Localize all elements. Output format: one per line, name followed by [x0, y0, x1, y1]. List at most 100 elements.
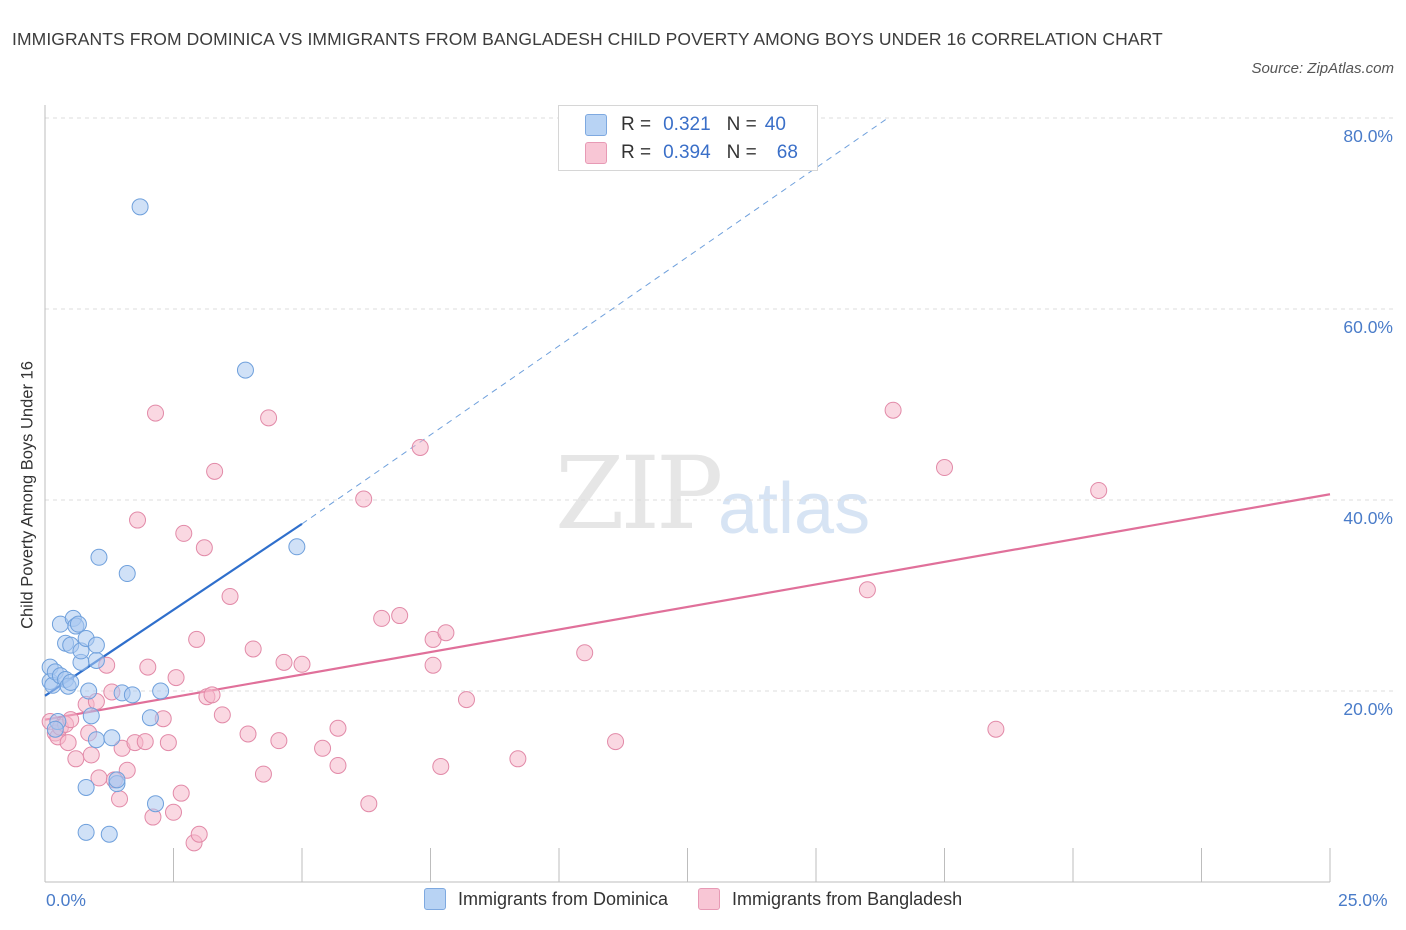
data-point [131, 198, 149, 216]
data-point [884, 401, 902, 419]
data-point [432, 757, 450, 775]
y-tick-label: 40.0% [1343, 508, 1393, 528]
data-point [90, 548, 108, 566]
watermark-zip: ZIP [555, 435, 723, 552]
data-point [82, 746, 100, 764]
data-point [1090, 481, 1108, 499]
data-point [77, 778, 95, 796]
data-point [152, 682, 170, 700]
data-point [411, 438, 429, 456]
data-point [936, 459, 953, 477]
legend-swatch-pink [698, 888, 721, 910]
data-point [87, 636, 105, 654]
data-point [188, 630, 206, 648]
data-point [391, 607, 409, 625]
data-point [329, 719, 347, 737]
data-point [236, 361, 254, 379]
data-point [254, 765, 272, 783]
data-point [87, 651, 105, 669]
legend-swatch-pink [585, 142, 607, 164]
data-point [111, 790, 129, 808]
x-tick-label-min: 0.0% [46, 890, 86, 910]
n-label: N = [726, 142, 757, 163]
data-point [373, 609, 391, 627]
legend-item-bangladesh: Immigrants from Bangladesh [698, 888, 962, 910]
r-label: R = [621, 142, 652, 163]
watermark-atlas: atlas [718, 469, 871, 549]
data-point [275, 653, 293, 671]
data-point [159, 734, 177, 752]
data-point [129, 511, 147, 529]
data-point [221, 587, 239, 605]
data-point [858, 581, 876, 599]
data-point [172, 784, 190, 802]
data-point [147, 404, 165, 422]
data-point [118, 565, 136, 583]
grid-lines [45, 117, 1395, 692]
data-point [175, 524, 193, 542]
data-point [167, 669, 185, 687]
data-point [270, 732, 288, 750]
y-axis-label: Child Poverty Among Boys Under 16 [18, 361, 37, 629]
correlation-legend: R = 0.321 N = 40 R = 0.394 N = 68 [558, 105, 818, 171]
data-point [103, 729, 121, 747]
data-point [509, 750, 527, 768]
data-point [100, 825, 118, 843]
series-legend: Immigrants from Dominica Immigrants from… [424, 888, 992, 910]
data-point [165, 803, 182, 821]
r-label: R = [621, 114, 652, 135]
data-point [80, 682, 98, 700]
y-tick-labels: 20.0% 40.0% 60.0% 80.0% [1343, 126, 1393, 719]
data-point [59, 734, 77, 752]
chart-title: IMMIGRANTS FROM DOMINICA VS IMMIGRANTS F… [12, 29, 1163, 49]
data-point [293, 655, 311, 673]
data-point [424, 656, 442, 674]
data-point [314, 739, 332, 757]
data-point [329, 756, 347, 774]
legend-label-dominica: Immigrants from Dominica [458, 888, 669, 909]
legend-row-bangladesh: R = 0.394 N = 68 [585, 141, 798, 165]
data-point [108, 771, 126, 789]
data-point [576, 644, 594, 662]
data-point [62, 673, 80, 691]
data-point [288, 538, 306, 556]
data-point [123, 686, 141, 704]
data-point [82, 707, 100, 725]
data-point [147, 795, 165, 813]
x-tick-label-max: 25.0% [1338, 890, 1388, 910]
data-point [360, 795, 378, 813]
data-point [260, 409, 278, 427]
data-point [195, 539, 213, 557]
data-point [239, 725, 257, 743]
legend-swatch-blue [585, 114, 607, 136]
data-point [46, 720, 64, 738]
y-tick-label: 80.0% [1343, 126, 1393, 146]
n-value: 40 [764, 114, 786, 135]
data-point [67, 750, 85, 768]
legend-item-dominica: Immigrants from Dominica [424, 888, 668, 910]
trend-lines [44, 117, 1331, 721]
data-point [136, 733, 154, 751]
data-point [987, 720, 1005, 738]
data-point [437, 624, 455, 642]
r-value: 0.394 [663, 142, 711, 163]
legend-swatch-blue [424, 888, 446, 910]
data-point [69, 615, 87, 633]
data-point [87, 731, 105, 749]
data-point [190, 825, 208, 843]
n-value: 68 [776, 142, 798, 163]
data-point [139, 658, 157, 676]
axes [44, 105, 1331, 883]
data-point [203, 686, 221, 704]
data-point [457, 691, 475, 709]
y-tick-label: 60.0% [1343, 317, 1393, 337]
y-tick-label: 20.0% [1343, 699, 1393, 719]
data-point [355, 490, 373, 508]
data-points [41, 198, 1108, 852]
trendline-bangladesh [44, 493, 1331, 721]
data-point [141, 709, 159, 727]
data-point [77, 823, 95, 841]
data-point [206, 462, 224, 480]
data-point [244, 640, 262, 658]
